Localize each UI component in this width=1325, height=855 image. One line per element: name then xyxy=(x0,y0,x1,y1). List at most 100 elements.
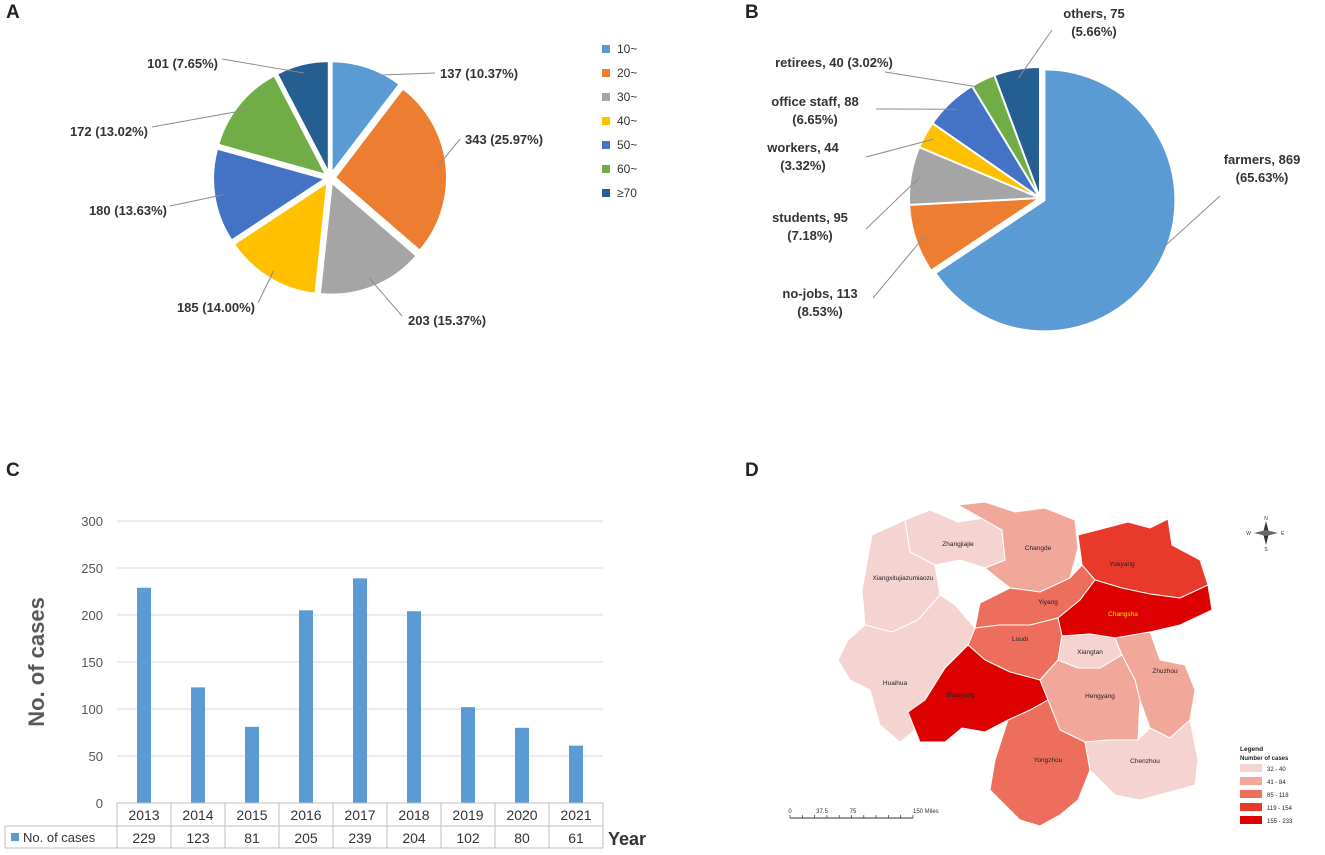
pie-b-label-others-line-1: (5.66%) xyxy=(1071,24,1117,39)
map-legend-swatch-0 xyxy=(1240,764,1262,772)
pie-b-label-office-staff-line-0: office staff, 88 xyxy=(771,94,858,109)
map-label-changde: Changde xyxy=(1025,545,1052,552)
scale-label-2: 75 xyxy=(850,809,857,815)
x-category-2015: 2015 xyxy=(236,807,267,823)
legend-a-label-40: 40~ xyxy=(617,114,637,128)
map-label-loudi: Loudi xyxy=(1012,636,1028,643)
x-category-2016: 2016 xyxy=(290,807,321,823)
pie-b-slice-others xyxy=(993,65,1041,199)
scale-label-1: 37.5 xyxy=(816,809,828,815)
pie-b-label-farmers-line-0: farmers, 869 xyxy=(1224,152,1301,167)
legend-a-label-20: 20~ xyxy=(617,66,637,80)
map-legend-swatch-4 xyxy=(1240,816,1262,824)
table-value-2015: 81 xyxy=(244,830,260,846)
pie-a-label-70: 101 (7.65%) xyxy=(147,56,218,71)
pie-a-leader-50 xyxy=(169,194,224,207)
map-label-xiangtan: Xiangtan xyxy=(1077,649,1103,656)
pie-a-label-30: 203 (15.37%) xyxy=(408,313,486,328)
map-label-hengyang: Hengyang xyxy=(1085,693,1115,700)
compass-ew-arrow xyxy=(1254,530,1278,536)
x-category-2021: 2021 xyxy=(560,807,591,823)
pie-b-leader-no-jobs xyxy=(872,236,925,299)
pie-b-label-students-line-1: (7.18%) xyxy=(787,228,833,243)
bar-2017 xyxy=(353,578,367,803)
pie-a-label-40: 185 (14.00%) xyxy=(177,300,255,315)
legend-a-swatch-20 xyxy=(602,69,610,77)
map-legend-swatch-2 xyxy=(1240,790,1262,798)
bar-2015 xyxy=(245,726,259,803)
pie-b-label-no-jobs-line-0: no-jobs, 113 xyxy=(782,286,857,301)
compass-s: S xyxy=(1264,547,1268,553)
pie-a-leader-60 xyxy=(151,109,247,128)
compass-n: N xyxy=(1264,516,1268,522)
pie-a-leader-70 xyxy=(221,58,305,74)
pie-a-slice-30 xyxy=(318,180,419,296)
x-category-2020: 2020 xyxy=(506,807,537,823)
map-label-xiangxitujiazumiaozu: Xiangxitujiazumiaozu xyxy=(872,575,933,582)
table-value-2014: 123 xyxy=(186,830,210,846)
scale-label-3: 150 Miles xyxy=(913,809,939,815)
pie-a-leader-30 xyxy=(369,278,403,317)
pie-a-slice-20 xyxy=(333,87,448,253)
bar-2018 xyxy=(407,611,421,803)
legend-a-label-10: 10~ xyxy=(617,42,637,56)
pie-a-leader-40 xyxy=(257,270,275,304)
y-tick-150: 150 xyxy=(81,655,103,670)
pie-b-slice-farmers xyxy=(934,68,1177,333)
pie-a-slice-40 xyxy=(232,180,329,295)
map-label-yueyang: Yueyang xyxy=(1109,561,1135,568)
map-legend-label-3: 119 - 154 xyxy=(1267,806,1293,812)
map-label-changsha: Changsha xyxy=(1108,611,1138,618)
bar-2020 xyxy=(515,727,529,803)
y-axis-title: No. of cases xyxy=(24,597,49,727)
panel-label-c: C xyxy=(6,460,20,481)
pie-b-leader-others xyxy=(1018,29,1053,79)
map-region-shaoyang xyxy=(907,644,1049,743)
x-category-2018: 2018 xyxy=(398,807,429,823)
scale-label-0: 0 xyxy=(788,809,792,815)
pie-b-leader-workers xyxy=(865,138,934,158)
pie-a-label-10: 137 (10.37%) xyxy=(440,66,518,81)
map-label-yongzhou: Yongzhou xyxy=(1034,757,1063,764)
legend-a-label-30: 30~ xyxy=(617,90,637,104)
map-region-yongzhou xyxy=(989,699,1091,827)
table-value-2019: 102 xyxy=(456,830,480,846)
legend-a-swatch-40 xyxy=(602,117,610,125)
legend-a-label-50: 50~ xyxy=(617,138,637,152)
legend-a-swatch-50 xyxy=(602,141,610,149)
pie-b-label-retirees-line-0: retirees, 40 (3.02%) xyxy=(775,55,893,70)
y-tick-50: 50 xyxy=(89,749,103,764)
pie-b-label-workers-line-0: workers, 44 xyxy=(766,140,839,155)
map-label-shaoyang: Shaoyang xyxy=(945,692,975,699)
x-axis-title: Year xyxy=(608,829,646,849)
bar-2016 xyxy=(299,610,313,803)
legend-a-swatch-30 xyxy=(602,93,610,101)
map-label-chenzhou: Chenzhou xyxy=(1130,758,1160,765)
pie-b-label-office-staff-line-1: (6.65%) xyxy=(792,112,838,127)
legend-a-swatch-10 xyxy=(602,45,610,53)
bar-2014 xyxy=(191,687,205,803)
panel-label-d: D xyxy=(745,460,759,481)
pie-b-leader-farmers xyxy=(1151,195,1221,259)
panel-label-a: A xyxy=(6,2,20,23)
table-value-2013: 229 xyxy=(132,830,156,846)
pie-b-label-farmers-line-1: (65.63%) xyxy=(1236,170,1289,185)
table-value-2016: 205 xyxy=(294,830,318,846)
y-tick-200: 200 xyxy=(81,608,103,623)
table-value-2021: 61 xyxy=(568,830,584,846)
legend-a-label-60: 60~ xyxy=(617,162,637,176)
legend-a-swatch-60 xyxy=(602,165,610,173)
y-tick-0: 0 xyxy=(96,796,103,811)
map-legend-subtitle: Number of cases xyxy=(1240,756,1289,762)
bar-2021 xyxy=(569,745,583,803)
map-label-huaihua: Huaihua xyxy=(883,680,908,687)
x-category-2014: 2014 xyxy=(182,807,213,823)
x-category-2019: 2019 xyxy=(452,807,483,823)
map-legend-label-0: 32 - 40 xyxy=(1267,767,1286,773)
map-legend-label-1: 41 - 84 xyxy=(1267,780,1286,786)
pie-b-label-workers-line-1: (3.32%) xyxy=(780,158,826,173)
table-value-2017: 239 xyxy=(348,830,372,846)
map-legend-title: Legend xyxy=(1240,746,1263,753)
bar-2019 xyxy=(461,707,475,803)
